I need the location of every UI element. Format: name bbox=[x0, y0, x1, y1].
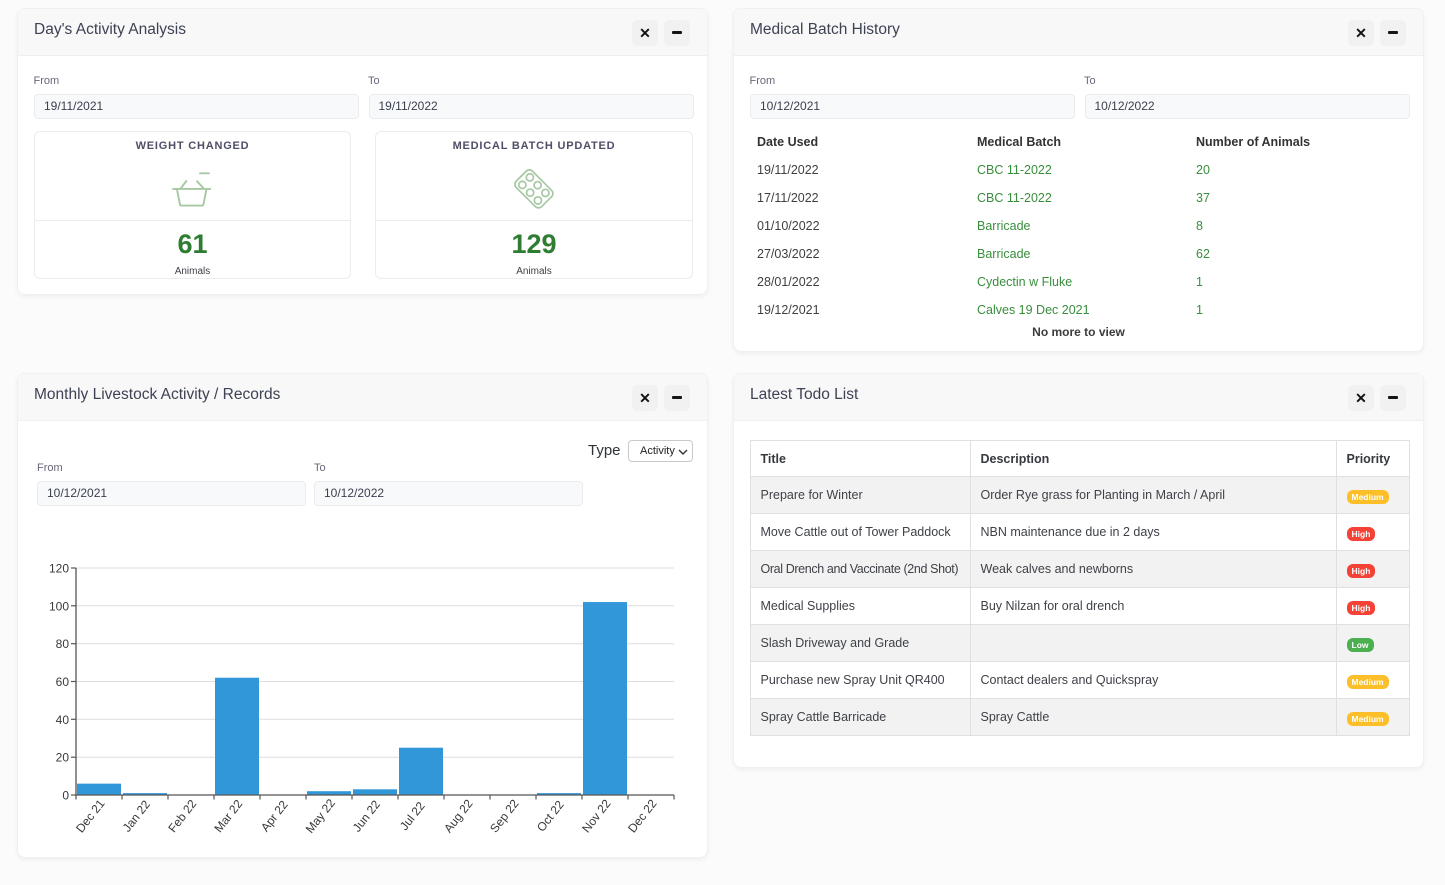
svg-text:May 22: May 22 bbox=[303, 796, 338, 836]
svg-text:80: 80 bbox=[56, 637, 70, 651]
svg-text:Sep 22: Sep 22 bbox=[487, 796, 522, 835]
svg-text:20: 20 bbox=[56, 751, 70, 765]
svg-text:Mar 22: Mar 22 bbox=[211, 797, 245, 835]
svg-text:Jul 22: Jul 22 bbox=[397, 799, 428, 833]
svg-text:0: 0 bbox=[62, 789, 69, 803]
svg-text:40: 40 bbox=[56, 713, 70, 727]
svg-text:120: 120 bbox=[49, 562, 69, 576]
svg-text:Jun 22: Jun 22 bbox=[350, 797, 383, 834]
svg-text:Jan 22: Jan 22 bbox=[120, 797, 153, 834]
svg-text:60: 60 bbox=[56, 675, 70, 689]
svg-text:Dec 21: Dec 21 bbox=[73, 796, 108, 835]
svg-text:Nov 22: Nov 22 bbox=[579, 796, 614, 835]
svg-text:Dec 22: Dec 22 bbox=[625, 796, 660, 835]
svg-text:Apr 22: Apr 22 bbox=[258, 798, 291, 835]
svg-text:Aug 22: Aug 22 bbox=[441, 796, 476, 835]
svg-text:Oct 22: Oct 22 bbox=[534, 798, 567, 835]
svg-text:100: 100 bbox=[49, 599, 69, 613]
svg-text:Feb 22: Feb 22 bbox=[165, 797, 199, 835]
